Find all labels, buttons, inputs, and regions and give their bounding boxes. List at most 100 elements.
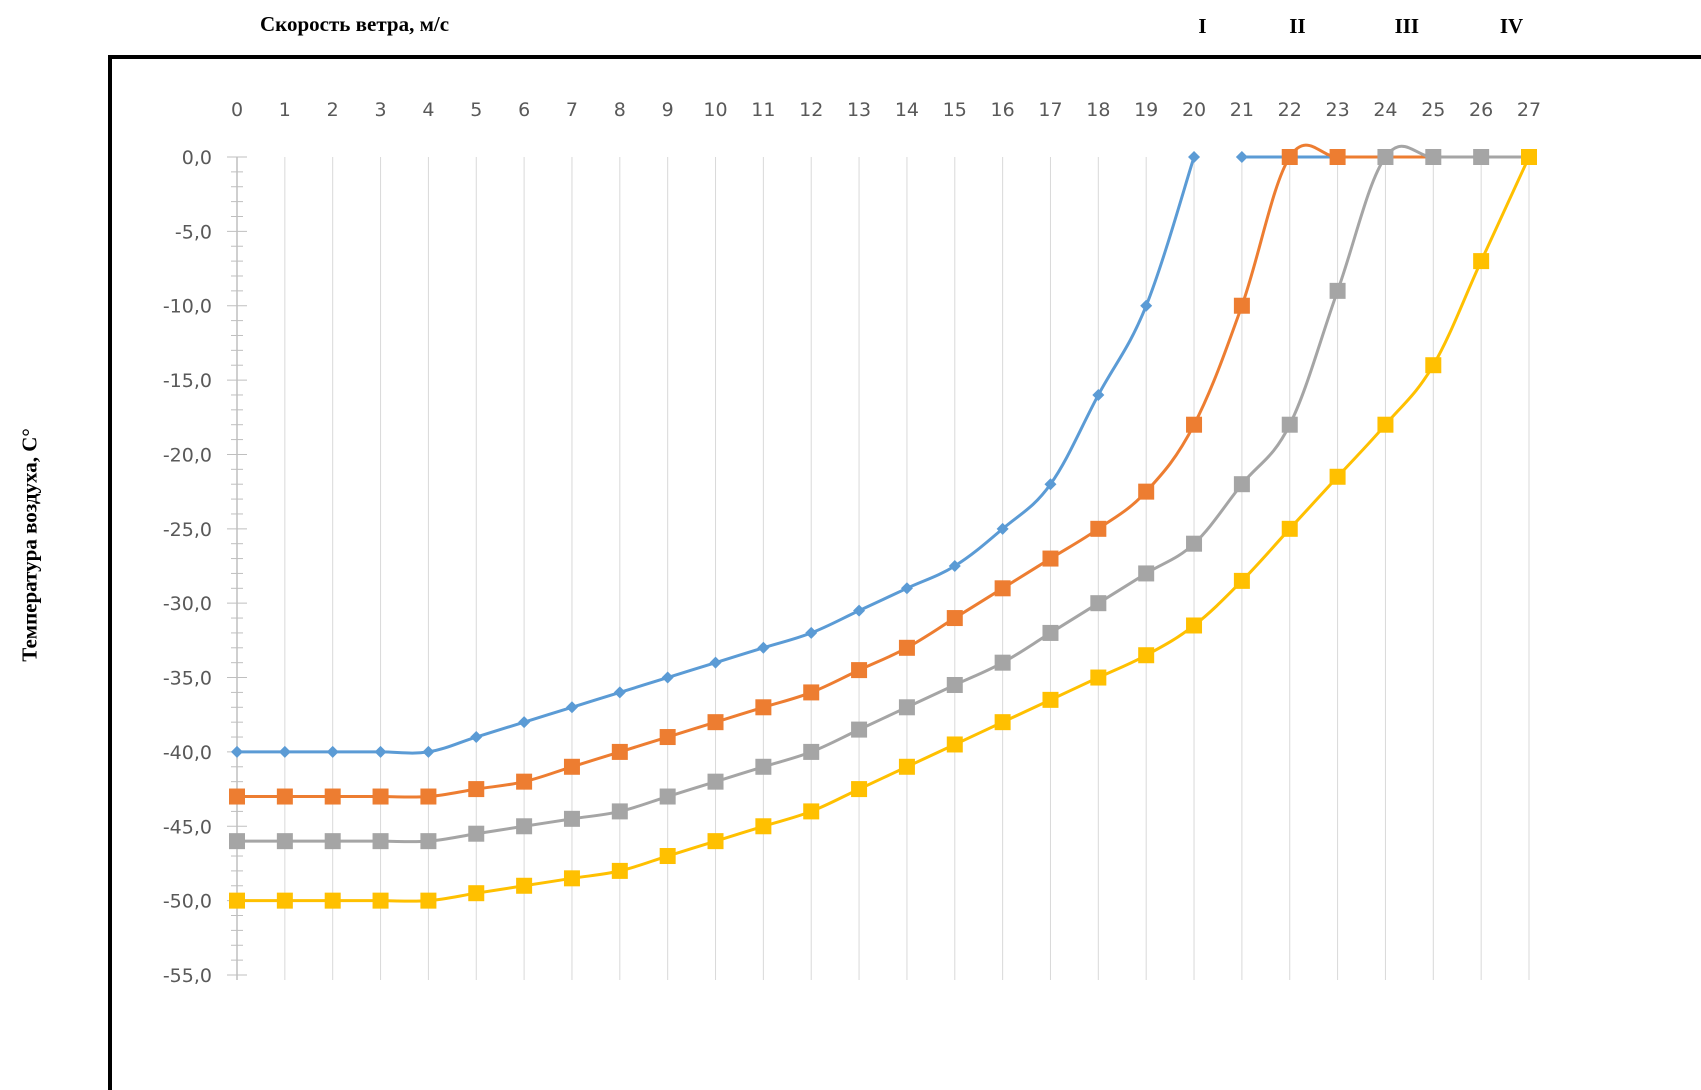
series-1-point bbox=[900, 582, 913, 595]
series-1-point bbox=[1235, 151, 1248, 163]
series-4-point bbox=[468, 885, 485, 902]
series-3-point bbox=[229, 833, 245, 850]
series-3-point bbox=[1090, 595, 1107, 612]
series-1-point bbox=[1044, 478, 1057, 491]
series-4-point bbox=[707, 833, 724, 850]
x-tick-label: 12 bbox=[799, 99, 823, 121]
x-tick-label: 9 bbox=[662, 99, 674, 121]
series-2-point bbox=[1281, 149, 1298, 165]
series-4-point bbox=[1186, 617, 1203, 634]
series-4-point bbox=[276, 892, 293, 909]
series-1-point bbox=[805, 626, 818, 639]
series-1-point bbox=[1188, 151, 1201, 163]
series-3-point bbox=[994, 654, 1011, 671]
series-4-point bbox=[755, 818, 772, 835]
series-1-point bbox=[661, 671, 674, 684]
series-2-point bbox=[420, 788, 437, 805]
x-tick-label: 26 bbox=[1469, 99, 1493, 121]
series-4-point bbox=[420, 892, 437, 909]
series-3-point bbox=[372, 833, 389, 850]
series-3-point bbox=[1329, 282, 1346, 299]
series-1-point bbox=[757, 641, 770, 654]
series-3-point bbox=[1186, 535, 1203, 552]
series-1-point bbox=[948, 560, 961, 572]
series-3-point bbox=[563, 810, 580, 827]
series-4-point bbox=[1233, 572, 1250, 589]
series-2-point bbox=[946, 610, 963, 627]
series-2-point bbox=[1186, 416, 1203, 433]
y-tick-label: -40,0 bbox=[163, 742, 212, 764]
series-1-point bbox=[422, 745, 435, 758]
series-1-point bbox=[565, 701, 578, 714]
series-4-point bbox=[946, 736, 963, 753]
y-tick-label: -35,0 bbox=[163, 668, 212, 690]
series-4-point bbox=[1473, 253, 1490, 270]
series-2-point bbox=[707, 714, 724, 731]
series-4-point bbox=[1138, 647, 1155, 664]
series-4-point bbox=[898, 758, 915, 775]
series-1-point bbox=[518, 716, 531, 729]
series-2-point bbox=[276, 788, 293, 805]
x-tick-label: 24 bbox=[1373, 99, 1397, 121]
series-3-point bbox=[276, 833, 293, 850]
series-4-point bbox=[1042, 691, 1059, 708]
series-1-point bbox=[1140, 299, 1153, 312]
x-tick-label: 23 bbox=[1325, 99, 1349, 121]
series-4-point bbox=[229, 892, 245, 909]
series-2-point bbox=[659, 729, 676, 746]
series-2-point bbox=[1138, 483, 1155, 500]
series-2-point bbox=[611, 743, 628, 760]
series-1-point bbox=[613, 686, 626, 699]
series-3-point bbox=[1281, 416, 1298, 433]
x-tick-label: 13 bbox=[847, 99, 871, 121]
zone-label-I: I bbox=[1198, 14, 1207, 38]
x-tick-label: 0 bbox=[231, 99, 243, 121]
x-tick-label: 16 bbox=[991, 99, 1015, 121]
series-2-point bbox=[1233, 297, 1250, 314]
series-1-point bbox=[709, 656, 722, 669]
x-tick-label: 7 bbox=[566, 99, 578, 121]
y-tick-label: -20,0 bbox=[163, 444, 212, 466]
chart-frame bbox=[108, 55, 1701, 1090]
x-tick-label: 21 bbox=[1230, 99, 1254, 121]
y-tick-label: -15,0 bbox=[163, 370, 212, 392]
series-4-point bbox=[1377, 416, 1394, 433]
x-tick-label: 1 bbox=[279, 99, 291, 121]
x-tick-label: 2 bbox=[327, 99, 339, 121]
series-3-point bbox=[803, 743, 820, 760]
zone-label-III: III bbox=[1394, 14, 1420, 38]
x-tick-label: 22 bbox=[1278, 99, 1302, 121]
series-4-point bbox=[851, 781, 868, 798]
series-4-point bbox=[1425, 357, 1442, 374]
x-tick-label: 18 bbox=[1086, 99, 1110, 121]
series-3-point bbox=[611, 803, 628, 820]
x-axis-title: Скорость ветра, м/с bbox=[260, 12, 450, 36]
x-tick-label: 17 bbox=[1038, 99, 1062, 121]
series-3-line-1 bbox=[236, 144, 1529, 844]
series-1-point bbox=[1092, 388, 1105, 401]
series-2-point bbox=[468, 781, 485, 798]
series-1-point bbox=[231, 745, 243, 758]
series-4-point bbox=[324, 892, 341, 909]
series-1-point bbox=[853, 604, 866, 617]
series-3-point bbox=[1138, 565, 1155, 582]
series-2-point bbox=[372, 788, 389, 805]
series-3-point bbox=[707, 773, 724, 790]
series-3-point bbox=[1042, 624, 1059, 641]
series-2-point bbox=[516, 773, 533, 790]
x-tick-label: 19 bbox=[1134, 99, 1158, 121]
x-tick-label: 5 bbox=[470, 99, 482, 121]
series-2-point bbox=[994, 580, 1011, 597]
y-tick-label: -30,0 bbox=[163, 593, 212, 615]
series-4-point bbox=[516, 877, 533, 894]
x-tick-label: 20 bbox=[1182, 99, 1206, 121]
y-tick-label: -50,0 bbox=[163, 891, 212, 913]
series-2-point bbox=[851, 662, 868, 679]
series-3-point bbox=[420, 833, 437, 850]
x-tick-label: 27 bbox=[1517, 99, 1541, 121]
series-1-point bbox=[470, 731, 483, 744]
series-1-point bbox=[374, 745, 387, 758]
x-tick-label: 8 bbox=[614, 99, 626, 121]
series-2-point bbox=[324, 788, 341, 805]
series-1-line-1 bbox=[237, 156, 1196, 755]
